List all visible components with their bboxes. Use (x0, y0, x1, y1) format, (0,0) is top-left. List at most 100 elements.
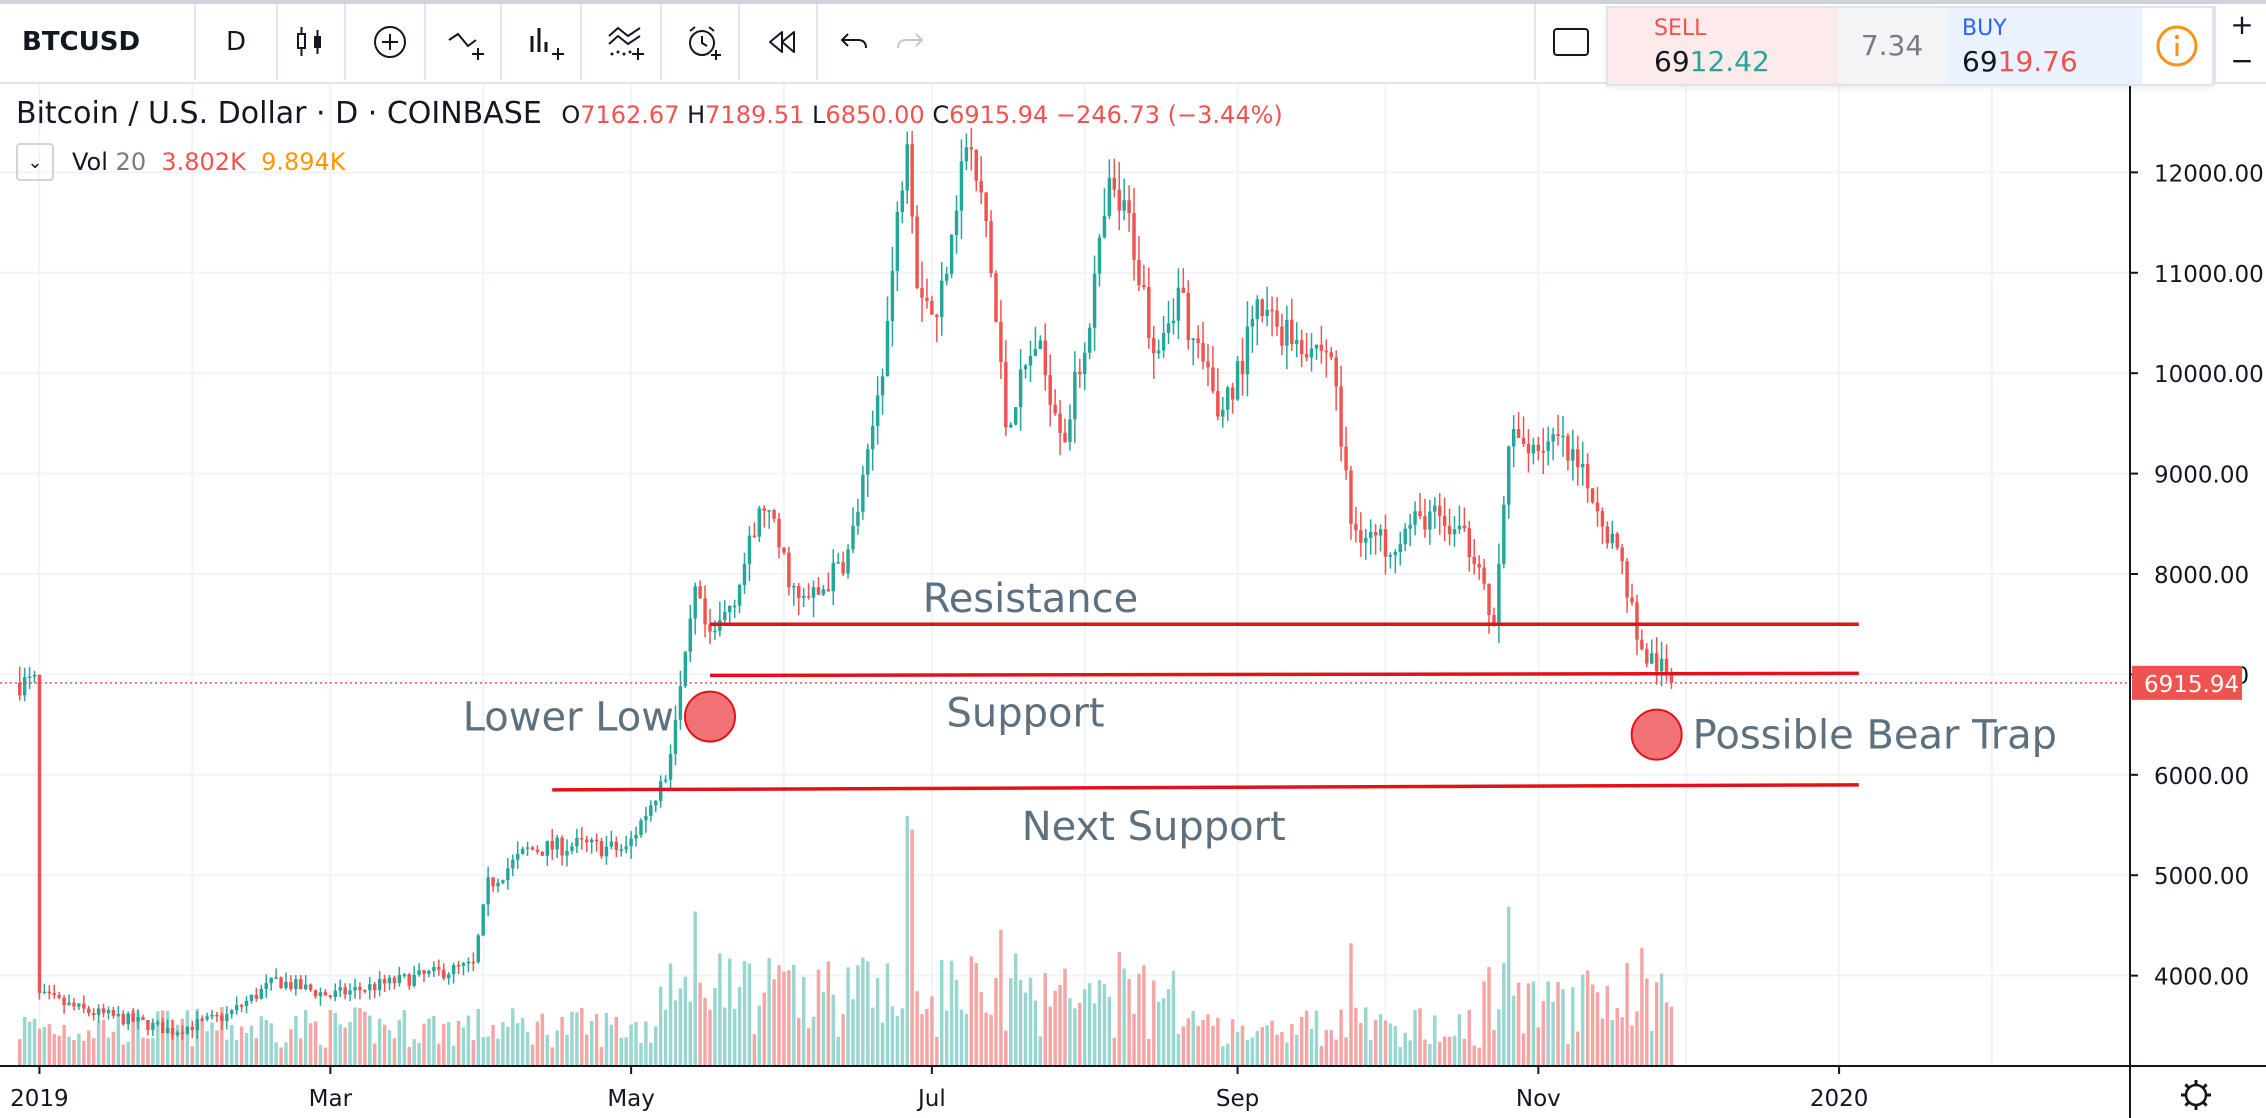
sell-button[interactable]: SELL 6912.42 (1608, 8, 1838, 84)
candle-body (619, 849, 623, 851)
candle-body (72, 1002, 76, 1007)
volume-bar (1186, 1018, 1190, 1066)
candle-body (1147, 287, 1151, 339)
fullscreen-icon[interactable] (1534, 4, 1606, 80)
high-value: 7189.51 (705, 101, 805, 129)
candle-body (1304, 354, 1309, 358)
alert-icon[interactable] (670, 4, 740, 80)
templates-icon[interactable] (592, 4, 662, 80)
candle-body (806, 596, 811, 598)
candle-body (1344, 446, 1348, 471)
volume-bar (417, 1043, 421, 1066)
indicators-icon[interactable] (512, 4, 582, 80)
candle-body (846, 549, 850, 574)
candle-body (673, 719, 678, 755)
candle-body (1605, 526, 1610, 544)
candle-body (836, 562, 840, 564)
volume-bar (1635, 1011, 1639, 1066)
symbol-title: Bitcoin / U.S. Dollar · D · COINBASE (16, 96, 542, 131)
symbol-search[interactable]: BTCUSD (0, 4, 196, 80)
candle-body (811, 587, 816, 598)
volume-bar (1117, 952, 1121, 1066)
volume-bar (180, 1018, 185, 1066)
volume-bar (757, 1005, 762, 1066)
candle-body (525, 847, 530, 849)
volume-bar (880, 1022, 885, 1066)
price-tick-label: 12000.00 (2154, 161, 2264, 187)
buy-button[interactable]: BUY 6919.76 (1946, 8, 2142, 84)
replay-icon[interactable] (748, 4, 818, 80)
zoom-in-button[interactable]: + (2230, 8, 2254, 41)
candle-body (1117, 189, 1121, 211)
add-indicator-icon[interactable] (356, 4, 426, 80)
redo-icon[interactable] (876, 4, 944, 80)
candle-body (1669, 673, 1674, 683)
volume-bar (121, 1044, 125, 1066)
volume-bar (1650, 1030, 1654, 1066)
volume-bar (737, 986, 742, 1066)
volume-bar (1211, 1025, 1215, 1066)
volume-bar (826, 961, 831, 1066)
volume-bar (895, 1016, 900, 1066)
volume-bar (555, 1030, 559, 1066)
candle-body (575, 838, 579, 847)
info-icon[interactable] (2142, 8, 2212, 84)
candle-body (905, 144, 909, 191)
volume-bar (47, 1024, 52, 1066)
candle-body (1250, 319, 1255, 327)
volume-bar (151, 1038, 155, 1066)
candle-body (1418, 511, 1422, 517)
candle-body (1477, 564, 1481, 568)
volume-bar (1571, 987, 1575, 1066)
volume-bar (1334, 1039, 1338, 1066)
volume-bar (1457, 1014, 1462, 1066)
candles-icon[interactable] (276, 4, 346, 80)
label-lower-low: Lower Low (463, 695, 674, 741)
volume-bar (427, 1018, 431, 1066)
interval-selector[interactable]: D (196, 4, 278, 80)
candle-body (264, 983, 268, 989)
volume-bar (1314, 1010, 1319, 1066)
volume-bar (230, 1025, 234, 1066)
candle-body (274, 977, 278, 979)
volume-bar (37, 1028, 42, 1066)
collapse-chevron-icon[interactable]: ⌄ (16, 143, 54, 181)
volume-bar (1393, 1026, 1398, 1066)
volume-bar (422, 1023, 426, 1066)
candle-body (1186, 292, 1190, 341)
compare-icon[interactable] (432, 4, 502, 80)
candle-body (141, 1017, 145, 1020)
candle-body (249, 994, 254, 1001)
volume-bar (762, 992, 766, 1066)
candle-body (392, 977, 397, 984)
zoom-out-button[interactable]: − (2230, 44, 2254, 77)
candle-body (106, 1010, 111, 1014)
volume-bar (994, 977, 998, 1066)
candle-body (1403, 528, 1407, 545)
volume-bar (944, 1010, 949, 1066)
volume-bar (550, 1047, 554, 1066)
volume-bar (343, 1027, 347, 1066)
candle-body (1497, 563, 1501, 623)
volume-bar (900, 1008, 905, 1066)
volume-bar (1053, 990, 1057, 1066)
candle-body (644, 815, 648, 821)
volume-bar (1585, 970, 1590, 1066)
volume-bar (1615, 1007, 1619, 1066)
volume-bar (821, 992, 826, 1066)
volume-bar (338, 1024, 342, 1066)
volume-bar (318, 1044, 323, 1066)
volume-bar (698, 982, 702, 1066)
volume-bar (1423, 1039, 1427, 1066)
undo-icon[interactable] (820, 4, 888, 80)
annotations[interactable]: Resistance Support Next Support Lower Low Po… (463, 576, 2057, 850)
candle-body (974, 149, 978, 181)
candle-body (1645, 649, 1649, 664)
volume-bar (723, 1007, 727, 1066)
candle-body (82, 1003, 86, 1009)
candle-body (1142, 285, 1146, 288)
candle-body (782, 547, 786, 553)
candle-body (1260, 299, 1264, 317)
volume-bar (1147, 1038, 1151, 1066)
